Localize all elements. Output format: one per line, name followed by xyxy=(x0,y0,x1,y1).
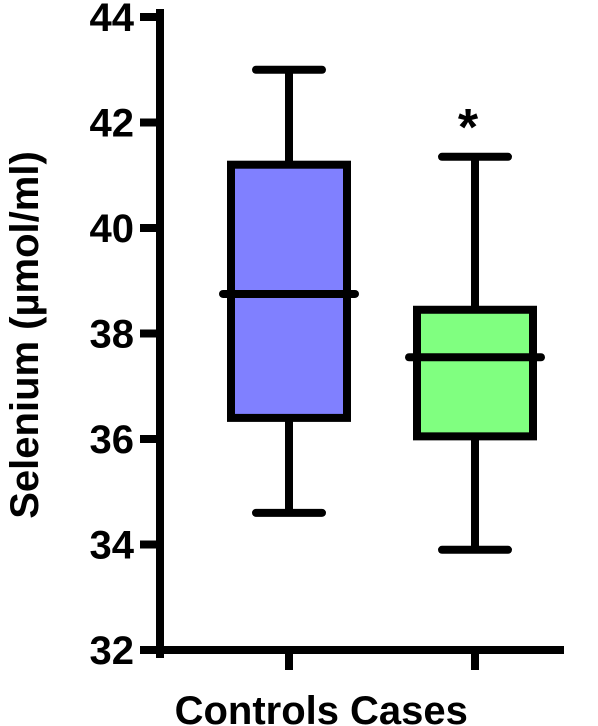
boxes: * xyxy=(219,65,545,554)
y-axis-label: Selenium (µmol/ml) xyxy=(3,151,47,519)
y-tick-label: 32 xyxy=(90,629,135,673)
box-cases: * xyxy=(405,99,545,554)
x-tick-label: Controls xyxy=(175,689,339,726)
iqr-box xyxy=(413,305,537,441)
y-tick-label: 38 xyxy=(90,313,135,357)
y-tick-label: 42 xyxy=(90,102,135,146)
y-tick-label: 34 xyxy=(90,524,135,568)
x-tick-label: Cases xyxy=(350,689,468,726)
y-tick-label: 36 xyxy=(90,418,135,462)
y-tick-label: 44 xyxy=(90,0,135,40)
y-tick-label: 40 xyxy=(90,207,135,251)
significance-marker: * xyxy=(458,99,479,157)
box-controls xyxy=(219,65,359,517)
axes: 32 34 36 38 40 42 44 Controls Cases xyxy=(90,0,564,726)
